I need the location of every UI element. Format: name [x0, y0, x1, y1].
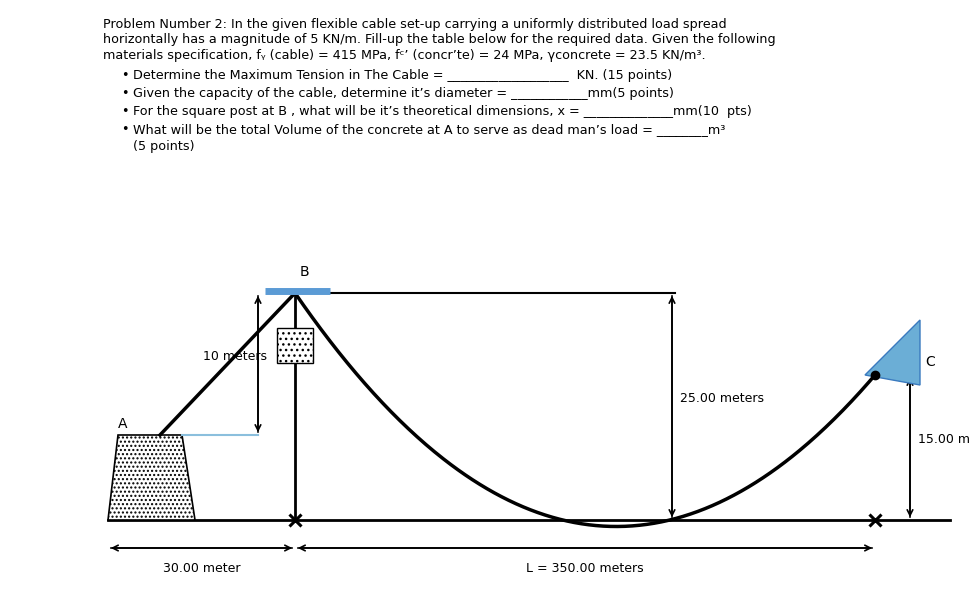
Polygon shape [865, 320, 920, 385]
Text: L = 350.00 meters: L = 350.00 meters [526, 562, 643, 575]
Text: A: A [118, 417, 128, 431]
Text: What will be the total Volume of the concrete at A to serve as dead man’s load =: What will be the total Volume of the con… [133, 123, 726, 135]
Text: •: • [121, 123, 129, 135]
Polygon shape [277, 328, 313, 363]
Text: Determine the Maximum Tension in The Cable = ___________________  KN. (15 points: Determine the Maximum Tension in The Cab… [133, 69, 672, 82]
Text: Problem Number 2: In the given flexible cable set-up carrying a uniformly distri: Problem Number 2: In the given flexible … [103, 18, 727, 31]
Text: 30.00 meter: 30.00 meter [163, 562, 240, 575]
Text: 25.00 meters: 25.00 meters [680, 392, 764, 405]
Polygon shape [108, 435, 195, 520]
Text: B: B [300, 265, 310, 279]
Text: C: C [925, 355, 935, 369]
Text: 15.00 meters: 15.00 meters [918, 433, 969, 446]
Text: •: • [121, 69, 129, 82]
Text: (5 points): (5 points) [133, 140, 195, 153]
Text: Given the capacity of the cable, determine it’s diameter = ____________mm(5 poin: Given the capacity of the cable, determi… [133, 87, 673, 100]
Text: horizontally has a magnitude of 5 KN/m. Fill-up the table below for the required: horizontally has a magnitude of 5 KN/m. … [103, 34, 775, 47]
Text: •: • [121, 87, 129, 100]
Text: 10 meters: 10 meters [203, 350, 267, 364]
Text: materials specification, fᵧ (cable) = 415 MPa, fᶜ’ (concr’te) = 24 MPa, γconcret: materials specification, fᵧ (cable) = 41… [103, 49, 705, 62]
Text: •: • [121, 105, 129, 118]
Text: For the square post at B , what will be it’s theoretical dimensions, x = _______: For the square post at B , what will be … [133, 105, 752, 118]
